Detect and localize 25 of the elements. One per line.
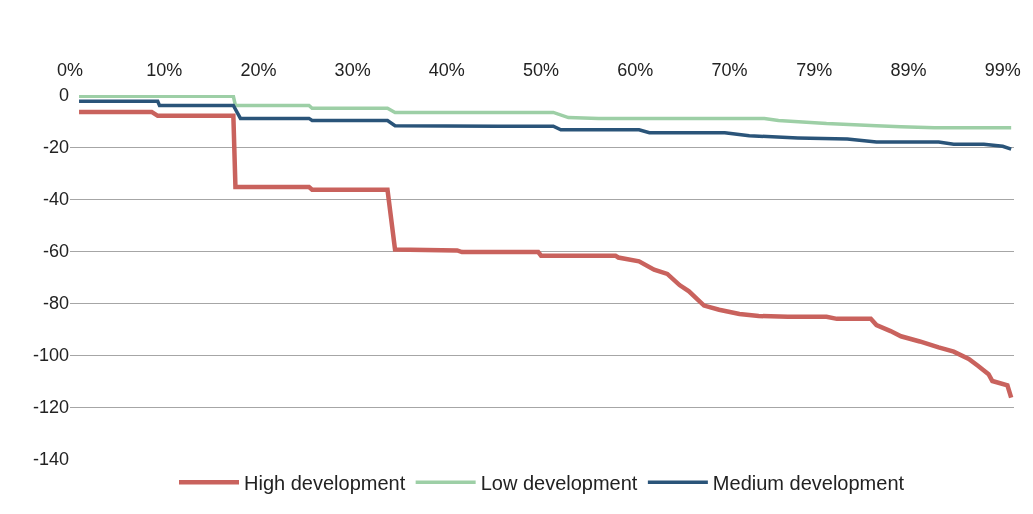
x-tick-label: 50% [523, 60, 560, 81]
x-tick-label: 60% [617, 60, 654, 81]
x-tick-label: 20% [240, 60, 277, 81]
x-tick-label: 0% [56, 60, 84, 81]
x-tick-label: 40% [428, 60, 465, 81]
x-tick-label: 79% [796, 60, 833, 81]
line-series [76, 109, 1014, 400]
y-tick-label: -40 [42, 189, 69, 210]
y-tick-label: -60 [42, 241, 69, 262]
y-tick-label: -20 [42, 137, 69, 158]
y-tick-label: -100 [32, 345, 69, 366]
line-series [77, 95, 1013, 130]
line-series [77, 99, 1013, 151]
x-tick-label: 99% [984, 60, 1021, 81]
legend-label: Low development [480, 471, 638, 494]
x-tick-label: 30% [334, 60, 371, 81]
legend-label: High development [244, 471, 406, 494]
y-tick-label: -120 [32, 397, 69, 418]
y-tick-label: -140 [32, 449, 69, 470]
y-tick-label: -80 [42, 293, 69, 314]
x-tick-label: 70% [711, 60, 748, 81]
y-tick-label: 0 [58, 85, 69, 106]
legend-label: Medium development [712, 471, 905, 494]
x-tick-label: 10% [146, 60, 183, 81]
x-tick-label: 89% [890, 60, 927, 81]
